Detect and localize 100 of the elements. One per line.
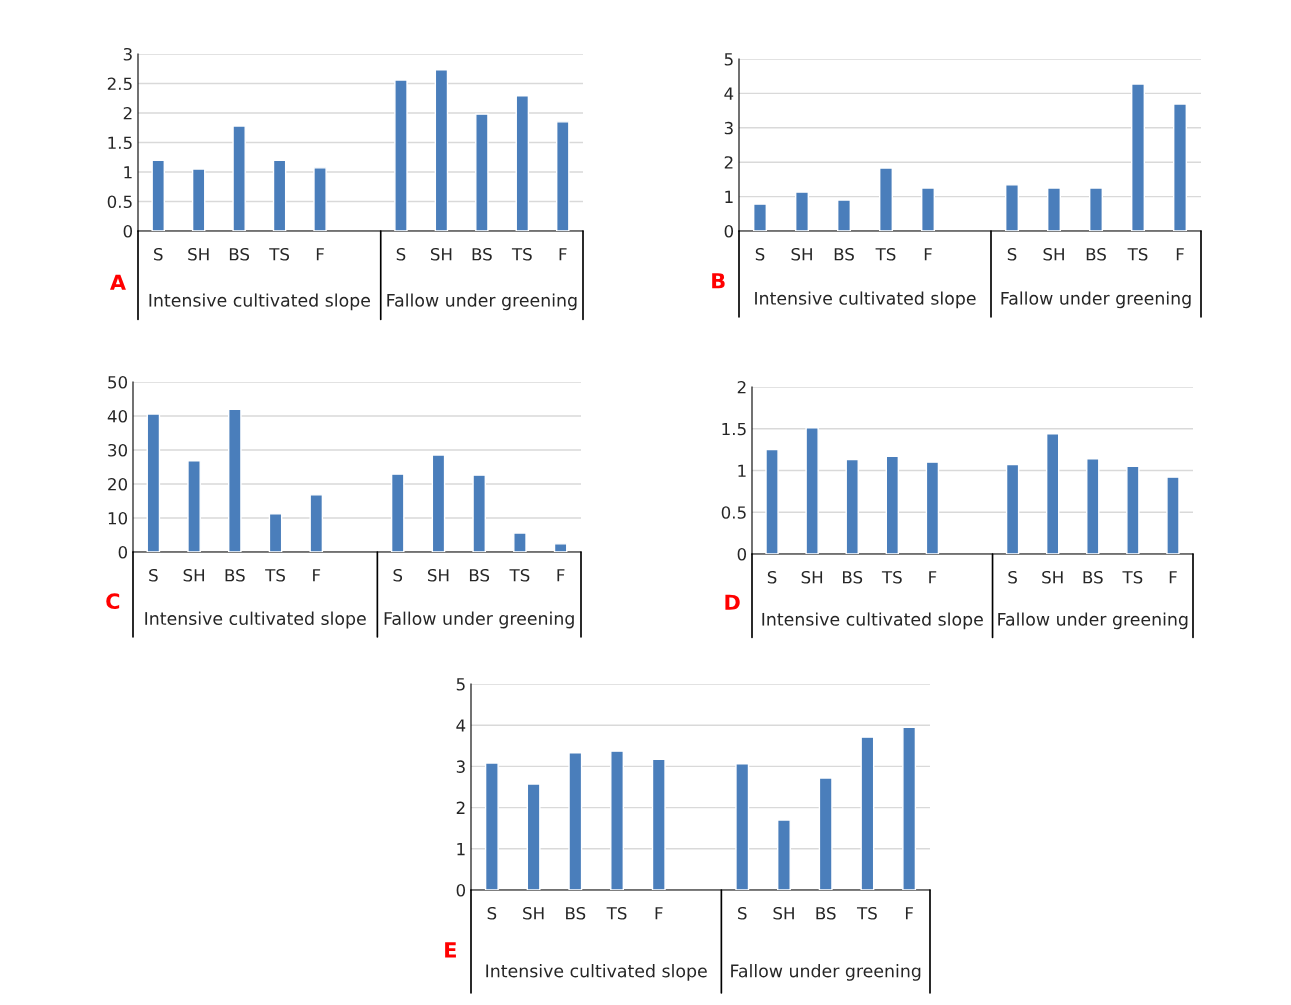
bar — [805, 427, 819, 554]
y-tick-label: 2 — [123, 106, 132, 120]
x-tick-label: BS — [1086, 247, 1106, 261]
text: B — [712, 273, 725, 289]
x-tick-label: TS — [881, 570, 902, 584]
y-tick-label: 3 — [123, 47, 132, 61]
y-tick-label: 10 — [108, 511, 128, 525]
text: Fallow under greening — [387, 293, 577, 311]
y-tick-label: 0.5 — [721, 506, 746, 519]
x-tick-label: S — [1007, 247, 1017, 261]
x-tick-label: F — [924, 248, 932, 261]
bar — [568, 752, 583, 890]
bar — [513, 532, 527, 552]
bar — [879, 167, 893, 231]
x-tick-label: F — [316, 248, 324, 261]
x-tick-label: TS — [1122, 570, 1143, 584]
text: E — [445, 942, 456, 958]
y-tick-label: 30 — [108, 443, 128, 457]
x-tick-label: TS — [265, 568, 285, 582]
x-tick-label: F — [1169, 571, 1177, 584]
bar — [515, 95, 530, 231]
x-tick-label: S — [1008, 570, 1017, 584]
x-tick-label: SH — [428, 568, 449, 582]
bar — [795, 191, 809, 231]
y-tick-label: 1 — [124, 166, 132, 179]
x-tick-label: F — [929, 571, 937, 584]
x-tick-label: F — [313, 569, 321, 582]
bar — [228, 408, 242, 552]
y-tick-label: 20 — [108, 477, 128, 491]
text: C — [106, 593, 120, 610]
x-tick-label: S — [396, 247, 406, 261]
x-tick-label: BS — [225, 568, 245, 582]
bar — [845, 458, 859, 554]
text: Fallow under greening — [384, 611, 574, 629]
x-tick-label: SH — [188, 247, 209, 261]
y-tick-label: 2.5 — [107, 77, 132, 91]
x-tick-label: SH — [523, 906, 544, 920]
text: Intensive cultivated slope — [149, 293, 370, 311]
bar — [885, 455, 900, 554]
x-tick-label: S — [154, 247, 163, 261]
bar — [925, 461, 940, 554]
x-tick-label: F — [557, 569, 565, 582]
x-tick-label: BS — [229, 247, 250, 261]
x-tick-label: SH — [1042, 570, 1063, 584]
bar — [1173, 103, 1187, 231]
y-tick-label: 5 — [724, 53, 733, 66]
y-tick-label: 3 — [456, 760, 465, 773]
bar — [475, 113, 489, 231]
bar — [232, 125, 246, 231]
y-tick-label: 2 — [456, 801, 465, 814]
x-tick-label: BS — [834, 247, 854, 261]
x-tick-label: F — [1176, 248, 1184, 261]
bar — [753, 203, 767, 231]
x-tick-label: S — [755, 247, 765, 261]
text: Fallow under greening — [731, 964, 921, 981]
x-tick-label: S — [767, 570, 777, 584]
bar — [313, 167, 327, 231]
bar — [1166, 476, 1180, 554]
bar — [1045, 433, 1060, 554]
x-tick-label: TS — [509, 568, 530, 582]
bar — [309, 494, 324, 552]
y-tick-label: 1.5 — [108, 136, 132, 150]
bar — [818, 777, 833, 890]
bar — [651, 758, 666, 890]
bar — [777, 819, 791, 890]
y-tick-label: 1.5 — [722, 422, 746, 436]
y-tick-label: 2 — [724, 156, 733, 169]
bar — [1089, 187, 1103, 231]
bar — [268, 513, 283, 552]
bar — [765, 448, 779, 554]
text: Intensive cultivated slope — [486, 964, 707, 981]
bar — [1005, 184, 1019, 231]
x-tick-label: BS — [816, 906, 836, 920]
x-tick-label: SH — [183, 568, 205, 582]
bar — [1047, 187, 1061, 231]
y-tick-label: 0 — [724, 224, 734, 238]
x-tick-label: BS — [1083, 570, 1103, 584]
bar — [556, 121, 570, 231]
y-tick-label: 2 — [737, 380, 746, 394]
x-tick-label: TS — [856, 906, 877, 920]
x-tick-label: SH — [773, 906, 794, 920]
text: Intensive cultivated slope — [755, 291, 976, 309]
y-tick-label: 40 — [107, 409, 128, 423]
x-tick-label: TS — [606, 906, 627, 920]
bar — [187, 460, 201, 552]
bar — [390, 473, 405, 552]
bar — [1126, 465, 1140, 554]
x-tick-label: S — [393, 568, 403, 582]
x-tick-label: S — [149, 568, 158, 582]
bar — [553, 543, 568, 552]
bar — [735, 763, 750, 890]
x-tick-label: BS — [566, 906, 586, 920]
bar — [526, 783, 541, 890]
x-tick-label: S — [738, 906, 747, 920]
y-tick-label: 1 — [457, 842, 465, 856]
bar — [272, 159, 287, 231]
bar — [394, 79, 408, 231]
x-tick-label: BS — [472, 247, 492, 261]
x-tick-label: F — [559, 248, 567, 261]
bar — [921, 187, 935, 231]
